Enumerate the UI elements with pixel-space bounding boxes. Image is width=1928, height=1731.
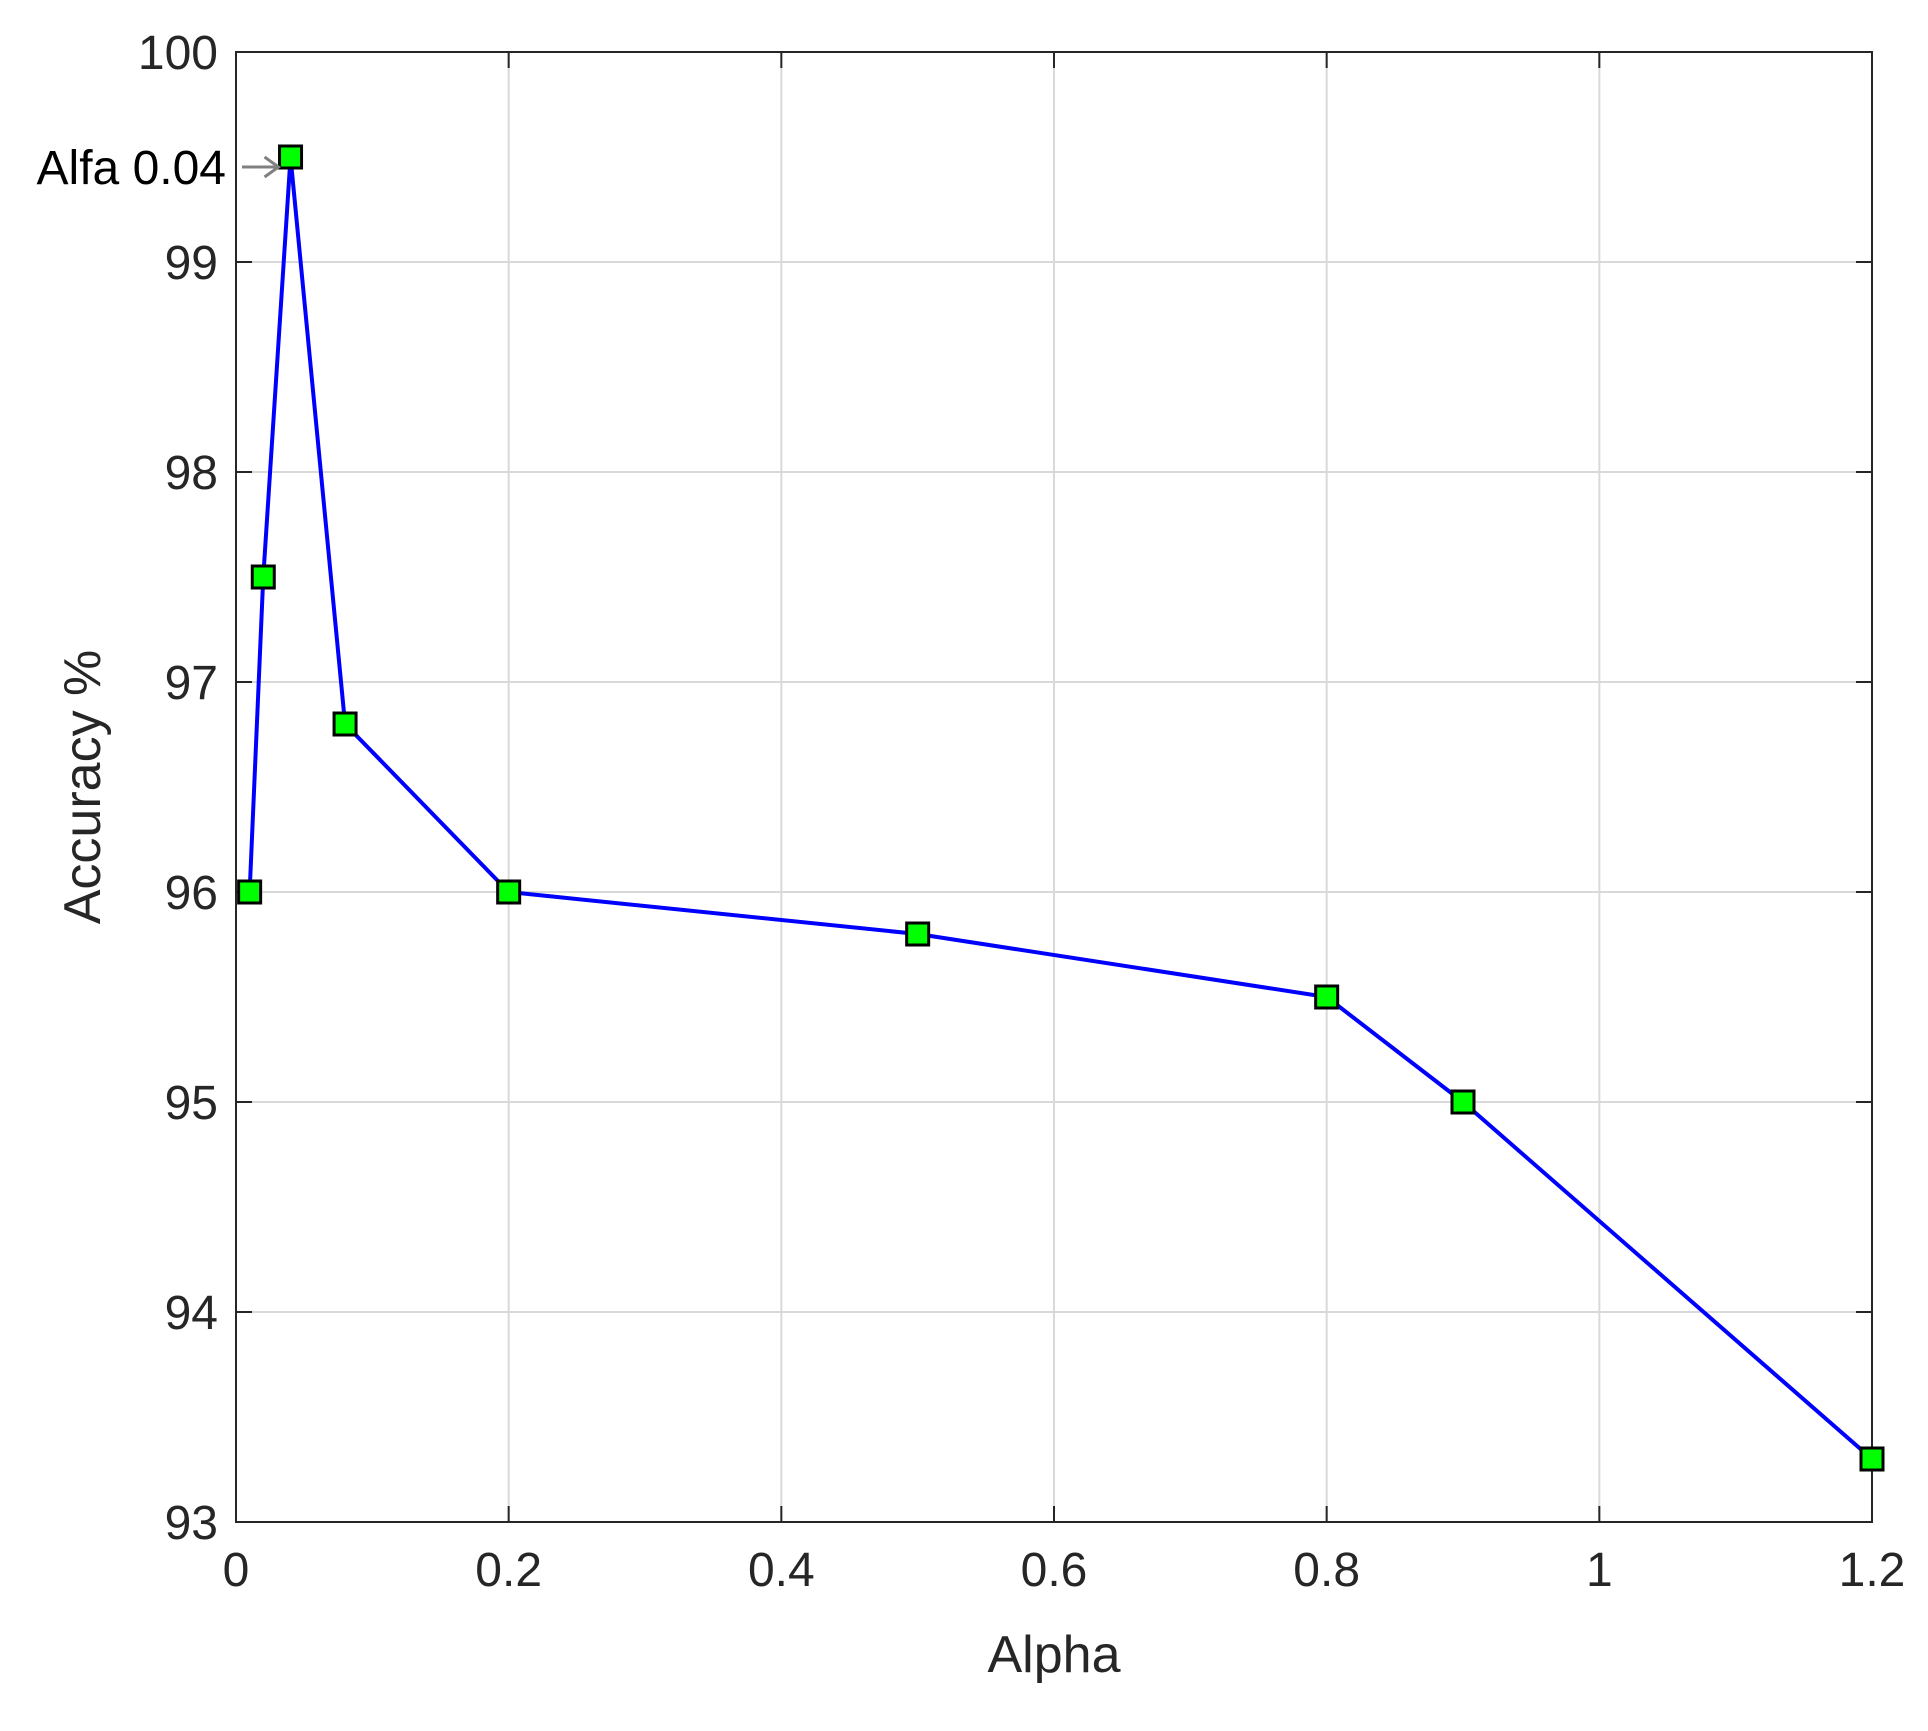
grid [235, 51, 1873, 1523]
y-axis-label: Accuracy % [54, 650, 112, 925]
x-tick-label: 0.6 [1021, 1544, 1088, 1597]
annotation-label: Alfa 0.04 [37, 142, 226, 195]
y-tick-label: 98 [165, 447, 218, 500]
x-axis-label: Alpha [988, 1626, 1121, 1684]
x-tick-label: 0 [223, 1544, 250, 1597]
data-point-marker [496, 879, 522, 905]
annotations: Alfa 0.04 [37, 142, 282, 195]
x-tick-label: 1 [1586, 1544, 1613, 1597]
y-tick-label: 97 [165, 657, 218, 710]
y-tick-label: 100 [138, 27, 218, 80]
data-point-marker [237, 879, 263, 905]
y-tick-label: 99 [165, 237, 218, 290]
data-point-marker [278, 144, 304, 170]
annotation-arrowhead [263, 155, 282, 179]
data-point-marker [1314, 984, 1340, 1010]
y-tick-label: 96 [165, 867, 218, 920]
series [237, 144, 1885, 1472]
data-point-marker [332, 711, 358, 737]
x-tick-label: 0.4 [748, 1544, 815, 1597]
y-tick-label: 95 [165, 1077, 218, 1130]
x-tick-label: 1.2 [1839, 1544, 1906, 1597]
axis-ticks: 0 0.2 0.4 0.6 0.8 1 1.2 93 94 95 96 97 98 99 100 [138, 27, 1905, 1597]
data-point-marker [1859, 1446, 1885, 1472]
x-tick-label: 0.8 [1293, 1544, 1360, 1597]
series-line [247, 155, 1874, 1461]
data-point-marker [905, 921, 931, 947]
x-tick-label: 0.2 [475, 1544, 542, 1597]
data-point-marker [250, 564, 276, 590]
y-tick-label: 93 [165, 1497, 218, 1550]
data-point-marker [1450, 1089, 1476, 1115]
y-tick-label: 94 [165, 1287, 218, 1340]
